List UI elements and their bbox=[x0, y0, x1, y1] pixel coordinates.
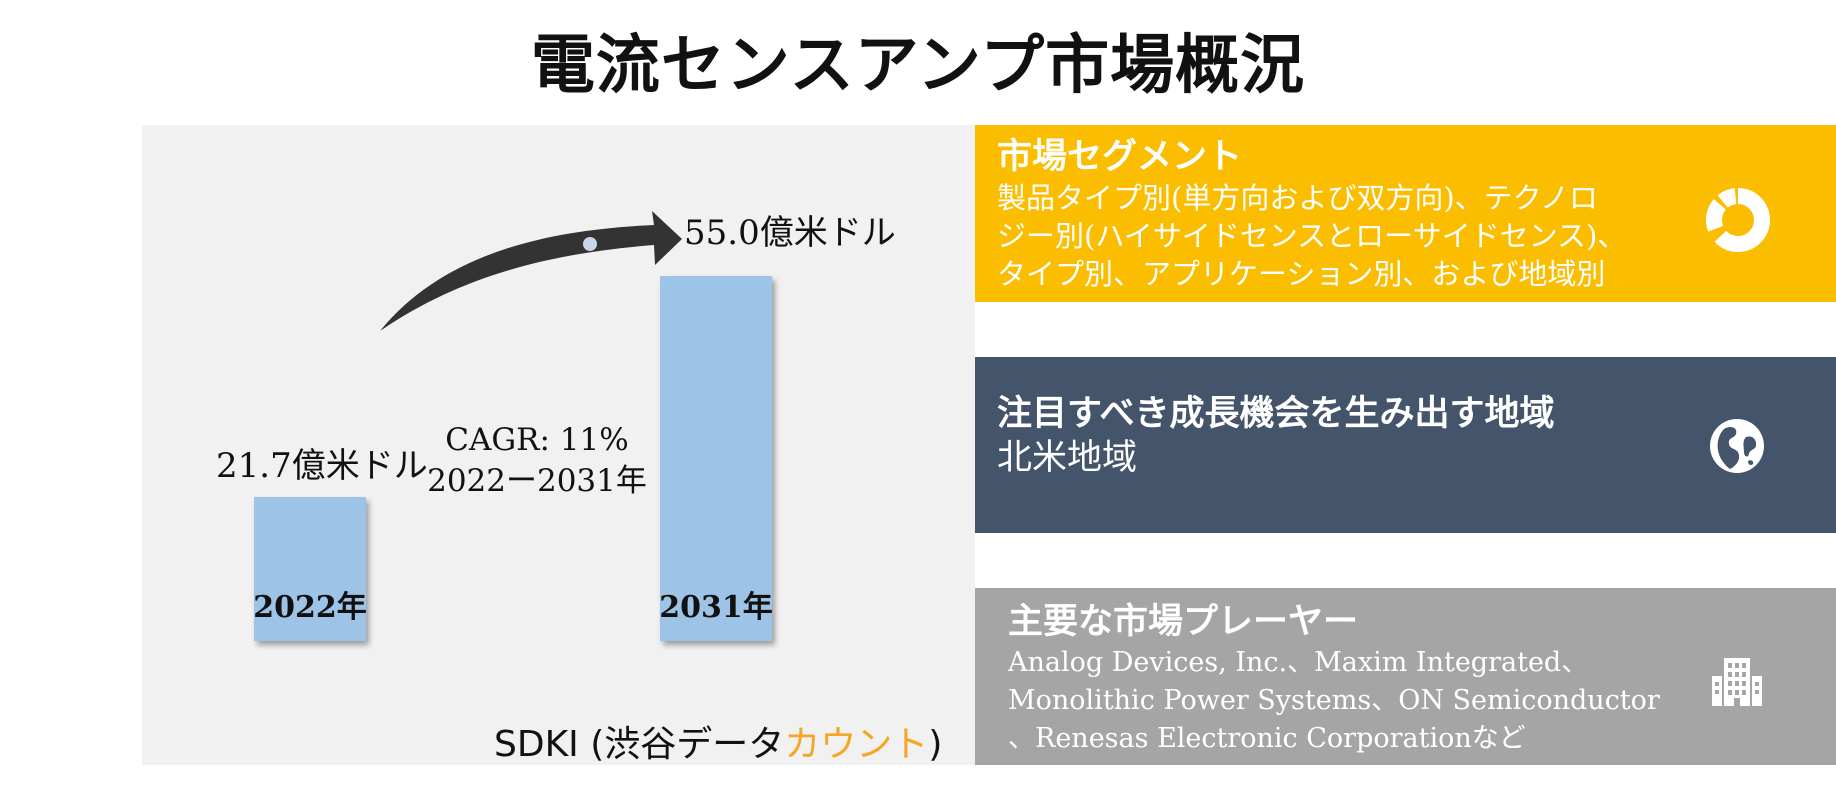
cagr-period: 2022ー2031年 bbox=[427, 463, 647, 499]
growth-region-card: 注目すべき成長機会を生み出す地域 北米地域 bbox=[975, 357, 1836, 533]
players-line-3: 、Renesas Electronic Corporationなど bbox=[1008, 723, 1526, 754]
cagr-value: CAGR: 11% bbox=[445, 422, 629, 458]
bar-chart: 2022年 21.7億米ドル 2031年 55.0億米ドル bbox=[216, 211, 896, 641]
segment-line-1: 製品タイプ別(単方向および双方向)、テクノロ bbox=[997, 181, 1598, 215]
region-heading: 注目すべき成長機会を生み出す地域 bbox=[997, 393, 1555, 434]
page-title: 電流センスアンプ市場概況 bbox=[530, 28, 1306, 103]
segment-heading: 市場セグメント bbox=[997, 136, 1243, 177]
bar-2022年 bbox=[254, 496, 366, 641]
arrow-dot bbox=[583, 237, 597, 251]
players-line-2: Monolithic Power Systems、ON Semiconducto… bbox=[1008, 685, 1660, 716]
players-line-1: Analog Devices, Inc.、Maxim Integrated、 bbox=[1008, 647, 1589, 678]
players-heading: 主要な市場プレーヤー bbox=[1008, 601, 1359, 642]
region-value: 北米地域 bbox=[997, 438, 1138, 478]
growth-arrow bbox=[380, 211, 682, 331]
cagr-annotation: CAGR: 11% 2022ー2031年 bbox=[417, 420, 657, 502]
category-label: 2031年 bbox=[659, 590, 773, 625]
bar-2031年 bbox=[660, 276, 772, 641]
source-credit: SDKI (渋谷データカウント) bbox=[494, 715, 942, 767]
globe-icon bbox=[1710, 419, 1764, 473]
value-label: 21.7億米ドル bbox=[216, 446, 428, 486]
chart-panel: 2022年 21.7億米ドル 2031年 55.0億米ドル CAGR: 11% 202… bbox=[142, 125, 975, 765]
segment-line-2: ジー別(ハイサイドセンスとローサイドセンス)、 bbox=[997, 219, 1627, 253]
donut-chart-icon bbox=[1706, 188, 1770, 252]
value-label: 55.0億米ドル bbox=[684, 213, 896, 253]
key-players-card: 主要な市場プレーヤー Analog Devices, Inc.、Maxim In… bbox=[975, 588, 1836, 765]
source-prefix: SDKI (渋谷データ bbox=[494, 724, 785, 765]
segment-line-3: タイプ別、アプリケーション別、および地域別 bbox=[997, 257, 1606, 291]
source-suffix: ) bbox=[928, 724, 943, 765]
building-icon bbox=[1712, 658, 1762, 706]
source-highlight: カウント bbox=[784, 724, 929, 765]
market-segment-card: 市場セグメント 製品タイプ別(単方向および双方向)、テクノロ ジー別(ハイサイド… bbox=[975, 125, 1836, 302]
category-label: 2022年 bbox=[253, 590, 367, 625]
